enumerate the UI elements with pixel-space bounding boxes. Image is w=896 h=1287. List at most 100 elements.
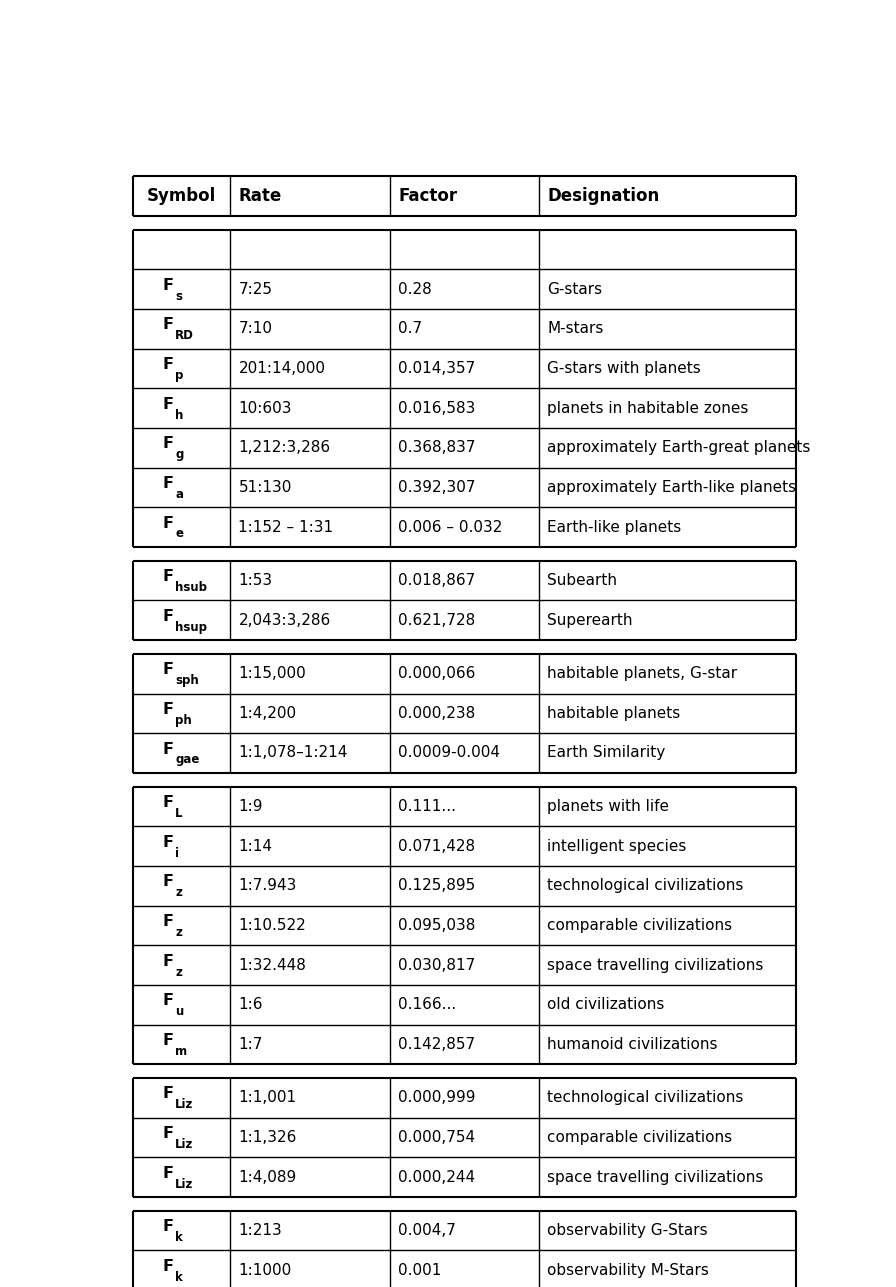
Text: observability G-Stars: observability G-Stars bbox=[547, 1223, 708, 1238]
Text: i: i bbox=[176, 847, 179, 860]
Text: s: s bbox=[176, 290, 182, 302]
Text: 0.7: 0.7 bbox=[398, 322, 422, 336]
Text: z: z bbox=[176, 925, 182, 940]
Text: k: k bbox=[176, 1270, 183, 1283]
Text: Liz: Liz bbox=[176, 1098, 194, 1111]
Text: 0.28: 0.28 bbox=[398, 282, 432, 297]
Text: F: F bbox=[162, 1033, 173, 1048]
Text: 1:213: 1:213 bbox=[238, 1223, 282, 1238]
Text: 0.014,357: 0.014,357 bbox=[398, 360, 476, 376]
Text: Rate: Rate bbox=[238, 187, 281, 205]
Text: F: F bbox=[162, 609, 173, 624]
Text: F: F bbox=[162, 1126, 173, 1142]
Text: M-stars: M-stars bbox=[547, 322, 604, 336]
Text: F: F bbox=[162, 741, 173, 757]
Text: RD: RD bbox=[176, 329, 194, 342]
Text: z: z bbox=[176, 887, 182, 900]
Text: 0.006 – 0.032: 0.006 – 0.032 bbox=[398, 520, 503, 534]
Text: hsub: hsub bbox=[176, 580, 207, 595]
Text: habitable planets: habitable planets bbox=[547, 705, 681, 721]
Text: Liz: Liz bbox=[176, 1178, 194, 1190]
Text: sph: sph bbox=[176, 674, 199, 687]
Text: Earth-like planets: Earth-like planets bbox=[547, 520, 682, 534]
Text: planets in habitable zones: planets in habitable zones bbox=[547, 400, 749, 416]
Text: F: F bbox=[162, 874, 173, 889]
Text: 1:53: 1:53 bbox=[238, 573, 272, 588]
Text: habitable planets, G-star: habitable planets, G-star bbox=[547, 667, 737, 681]
Text: 1:9: 1:9 bbox=[238, 799, 263, 813]
Text: technological civilizations: technological civilizations bbox=[547, 1090, 744, 1106]
Text: 2,043:3,286: 2,043:3,286 bbox=[238, 613, 331, 628]
Text: 1:7.943: 1:7.943 bbox=[238, 878, 297, 893]
Text: 0.000,754: 0.000,754 bbox=[398, 1130, 475, 1145]
Text: 1:14: 1:14 bbox=[238, 839, 272, 853]
Text: F: F bbox=[162, 1259, 173, 1274]
Text: Liz: Liz bbox=[176, 1138, 194, 1151]
Text: old civilizations: old civilizations bbox=[547, 997, 665, 1012]
Text: F: F bbox=[162, 954, 173, 969]
Text: 7:10: 7:10 bbox=[238, 322, 272, 336]
Text: gae: gae bbox=[176, 753, 200, 767]
Text: 1:1,001: 1:1,001 bbox=[238, 1090, 297, 1106]
Text: 0.621,728: 0.621,728 bbox=[398, 613, 476, 628]
Text: 0.000,999: 0.000,999 bbox=[398, 1090, 476, 1106]
Text: hsup: hsup bbox=[176, 620, 207, 633]
Text: intelligent species: intelligent species bbox=[547, 839, 686, 853]
Text: F: F bbox=[162, 701, 173, 717]
Text: Factor: Factor bbox=[398, 187, 457, 205]
Text: 0.071,428: 0.071,428 bbox=[398, 839, 475, 853]
Text: G-stars with planets: G-stars with planets bbox=[547, 360, 702, 376]
Text: k: k bbox=[176, 1232, 183, 1245]
Text: 0.000,244: 0.000,244 bbox=[398, 1170, 475, 1184]
Text: 1:4,200: 1:4,200 bbox=[238, 705, 297, 721]
Text: 0.016,583: 0.016,583 bbox=[398, 400, 476, 416]
Text: F: F bbox=[162, 356, 173, 372]
Text: Earth Similarity: Earth Similarity bbox=[547, 745, 666, 761]
Text: F: F bbox=[162, 278, 173, 292]
Text: 1:32.448: 1:32.448 bbox=[238, 958, 306, 973]
Text: 0.125,895: 0.125,895 bbox=[398, 878, 476, 893]
Text: approximately Earth-great planets: approximately Earth-great planets bbox=[547, 440, 811, 456]
Text: F: F bbox=[162, 516, 173, 530]
Text: 7:25: 7:25 bbox=[238, 282, 272, 297]
Text: F: F bbox=[162, 795, 173, 810]
Text: F: F bbox=[162, 1219, 173, 1234]
Text: 0.030,817: 0.030,817 bbox=[398, 958, 476, 973]
Text: 1:4,089: 1:4,089 bbox=[238, 1170, 297, 1184]
Text: 1:6: 1:6 bbox=[238, 997, 263, 1012]
Text: 0.004,7: 0.004,7 bbox=[398, 1223, 456, 1238]
Text: p: p bbox=[176, 369, 184, 382]
Text: planets with life: planets with life bbox=[547, 799, 669, 813]
Text: 0.142,857: 0.142,857 bbox=[398, 1037, 475, 1051]
Text: F: F bbox=[162, 318, 173, 332]
Text: F: F bbox=[162, 994, 173, 1008]
Text: 1:1,078–1:214: 1:1,078–1:214 bbox=[238, 745, 348, 761]
Text: 201:14,000: 201:14,000 bbox=[238, 360, 325, 376]
Text: e: e bbox=[176, 528, 183, 541]
Text: 0.0009-0.004: 0.0009-0.004 bbox=[398, 745, 500, 761]
Text: 0.095,038: 0.095,038 bbox=[398, 918, 476, 933]
Text: 1:10.522: 1:10.522 bbox=[238, 918, 306, 933]
Text: F: F bbox=[162, 663, 173, 677]
Text: L: L bbox=[176, 807, 183, 820]
Text: humanoid civilizations: humanoid civilizations bbox=[547, 1037, 718, 1051]
Text: F: F bbox=[162, 914, 173, 929]
Text: h: h bbox=[176, 408, 184, 422]
Text: u: u bbox=[176, 1005, 184, 1018]
Text: ph: ph bbox=[176, 714, 192, 727]
Text: g: g bbox=[176, 448, 184, 461]
Text: 1:152 – 1:31: 1:152 – 1:31 bbox=[238, 520, 333, 534]
Text: F: F bbox=[162, 476, 173, 490]
Text: 1,212:3,286: 1,212:3,286 bbox=[238, 440, 331, 456]
Text: technological civilizations: technological civilizations bbox=[547, 878, 744, 893]
Text: z: z bbox=[176, 965, 182, 978]
Text: 0.166...: 0.166... bbox=[398, 997, 456, 1012]
Text: space travelling civilizations: space travelling civilizations bbox=[547, 1170, 763, 1184]
Text: 0.018,867: 0.018,867 bbox=[398, 573, 476, 588]
Text: m: m bbox=[176, 1045, 187, 1058]
Text: 1:1,326: 1:1,326 bbox=[238, 1130, 297, 1145]
Text: 0.392,307: 0.392,307 bbox=[398, 480, 476, 495]
Text: observability M-Stars: observability M-Stars bbox=[547, 1263, 710, 1278]
Text: F: F bbox=[162, 835, 173, 849]
Text: F: F bbox=[162, 569, 173, 584]
